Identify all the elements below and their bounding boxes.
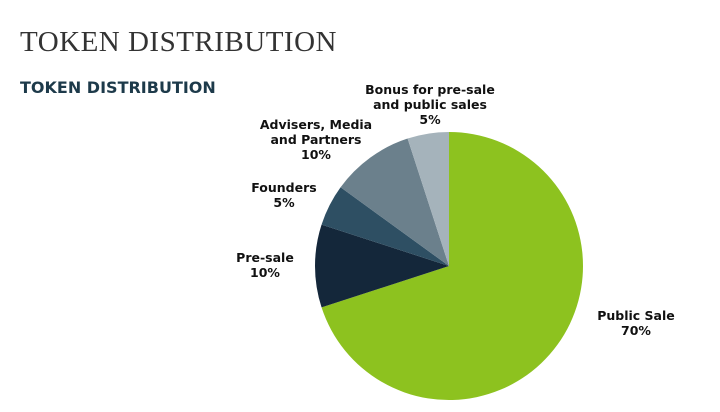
- slice-name: Bonus for pre-sale and public sales: [365, 82, 495, 112]
- slice-label: Pre-sale 10%: [215, 250, 315, 280]
- slice-label: Bonus for pre-sale and public sales 5%: [363, 82, 498, 127]
- slice-value: 70%: [621, 323, 651, 338]
- slice-name: Pre-sale: [236, 250, 294, 265]
- pie-slice: [315, 224, 449, 308]
- pie-slice: [321, 132, 583, 400]
- pie-slice: [321, 187, 449, 266]
- slice-name: Founders: [251, 180, 317, 195]
- page-heading: TOKEN DISTRIBUTION: [20, 26, 337, 58]
- pie-slice: [407, 132, 449, 266]
- chart-title: TOKEN DISTRIBUTION: [20, 78, 216, 97]
- slice-label: Public Sale 70%: [576, 308, 696, 338]
- slice-value: 10%: [301, 147, 331, 162]
- slice-name: Advisers, Media and Partners: [259, 117, 373, 147]
- slice-name: Public Sale: [597, 308, 675, 323]
- slice-label: Founders 5%: [234, 180, 334, 210]
- pie-slice: [340, 138, 449, 266]
- slice-label: Advisers, Media and Partners 10%: [259, 117, 374, 162]
- slice-value: 5%: [273, 195, 295, 210]
- slice-value: 5%: [419, 112, 441, 127]
- slice-value: 10%: [250, 265, 280, 280]
